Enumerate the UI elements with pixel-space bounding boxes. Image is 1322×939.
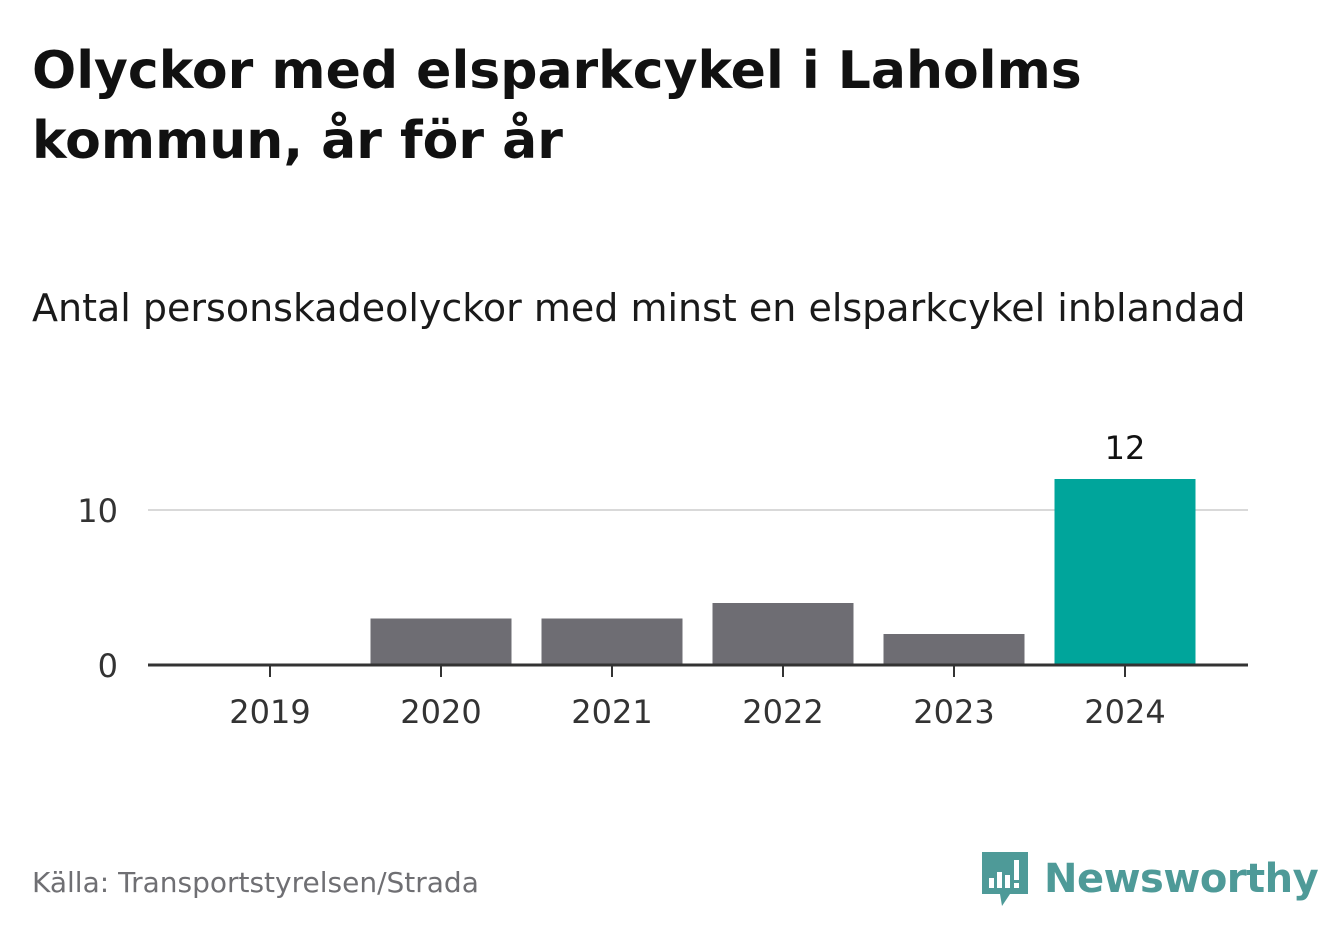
bar (541, 618, 683, 665)
x-tick-label: 2023 (913, 693, 994, 731)
x-tick-label: 2020 (400, 693, 481, 731)
brand-name: Newsworthy (1044, 856, 1319, 902)
x-tick-label: 2019 (229, 693, 310, 731)
bar (712, 603, 854, 665)
source-note: Källa: Transportstyrelsen/Strada (32, 866, 479, 899)
bar (1054, 479, 1196, 665)
chart-title: Olyckor med elsparkcykel i Laholms kommu… (32, 41, 1082, 171)
x-tick-label: 2024 (1084, 693, 1165, 731)
newsworthy-logo-icon (982, 852, 1028, 906)
bar (370, 618, 512, 665)
chart-subtitle: Antal personskadeolyckor med minst en el… (32, 286, 1246, 330)
y-tick-label: 10 (77, 492, 118, 530)
data-label: 12 (1105, 429, 1146, 467)
y-tick-label: 0 (98, 647, 118, 685)
x-tick-label: 2021 (571, 693, 652, 731)
x-tick-label: 2022 (742, 693, 823, 731)
brand-logo: Newsworthy (980, 850, 1319, 908)
bar (883, 634, 1025, 665)
